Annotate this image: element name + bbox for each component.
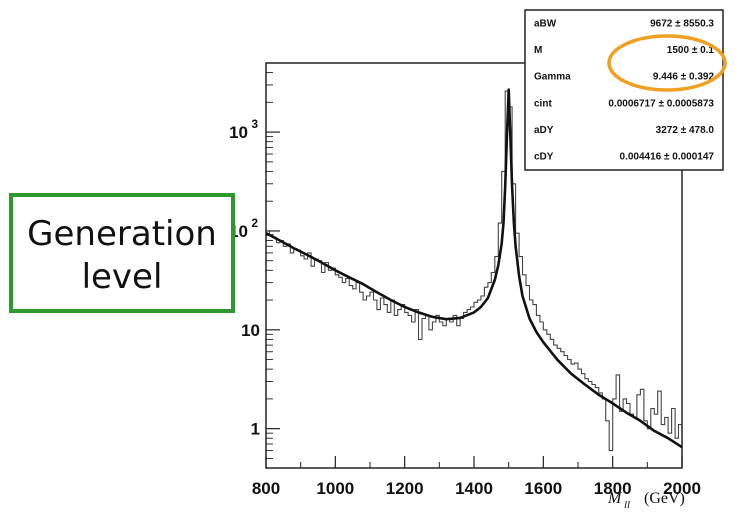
- x-tick-label: 1200: [386, 479, 424, 498]
- stats-param-name: aBW: [534, 18, 557, 29]
- stats-param-name: Gamma: [534, 72, 571, 83]
- stats-param-value: 0.0006717 ± 0.0005873: [608, 98, 714, 109]
- stats-param-value: 0.004416 ± 0.000147: [620, 152, 715, 163]
- y-tick-exponent: 3: [251, 117, 258, 131]
- stats-param-value: 1500 ± 0.1: [667, 45, 715, 56]
- stats-param-name: cint: [534, 98, 552, 109]
- stats-param-name: M: [534, 45, 542, 56]
- histogram-series: [266, 90, 682, 452]
- annotation-line-2: level: [82, 257, 163, 297]
- y-tick-exponent: 2: [251, 216, 258, 230]
- annotation-line-1: Generation: [27, 214, 217, 254]
- x-axis-title: M ll (GeV): [607, 490, 685, 511]
- stats-param-name: aDY: [534, 125, 554, 136]
- stats-param-name: cDY: [534, 152, 554, 163]
- y-tick-label: 10: [241, 321, 260, 340]
- highlight-ellipse: [607, 34, 727, 92]
- stats-box-frame: [524, 9, 724, 171]
- fit-curve: [265, 88, 683, 449]
- stats-param-value: 9.446 ± 0.392: [653, 72, 715, 83]
- stats-param-value: 3272 ± 478.0: [656, 125, 715, 136]
- y-tick-label: 1: [251, 420, 260, 439]
- x-axis-title-main: M: [607, 490, 623, 507]
- x-tick-label: 2000: [663, 479, 701, 498]
- x-tick-label: 800: [252, 479, 280, 498]
- annotation-box: Generation level: [9, 193, 235, 313]
- stats-param-value: 9672 ± 8550.3: [650, 18, 714, 29]
- x-axis-title-unit: (GeV): [644, 490, 685, 507]
- y-tick-label: 10: [229, 123, 248, 142]
- x-tick-label: 1800: [594, 479, 632, 498]
- annotation-border: [9, 193, 235, 313]
- x-tick-label: 1600: [524, 479, 562, 498]
- x-tick-label: 1000: [316, 479, 354, 498]
- x-tick-label: 1400: [455, 479, 493, 498]
- x-axis-title-sub: ll: [624, 499, 630, 511]
- stats-box: aBW 9672 ± 8550.3 M 1500 ± 0.1 Gamma 9.446 ± …: [524, 9, 727, 171]
